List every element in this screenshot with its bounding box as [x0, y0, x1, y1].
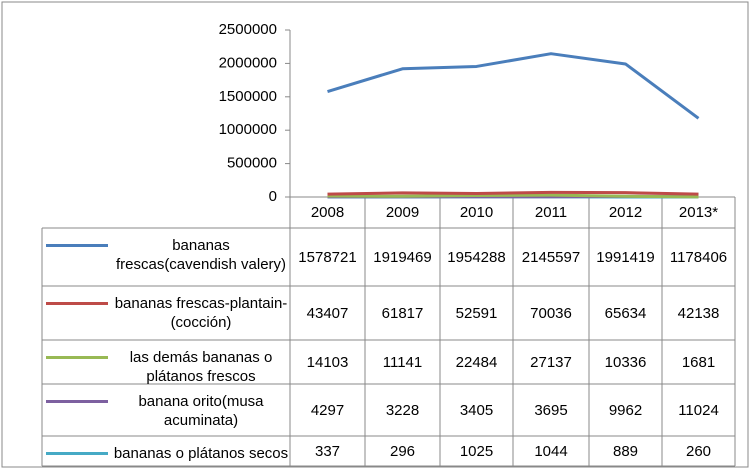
legend-swatch — [46, 302, 108, 305]
table-value: 1991419 — [596, 248, 655, 266]
table-value: 2145597 — [521, 248, 581, 266]
legend-label: bananas frescas(cavendish valery) — [115, 237, 287, 273]
table-value: 61817 — [381, 304, 424, 322]
table-value: 1681 — [681, 353, 716, 371]
legend-entry: bananas frescas(cavendish valery) — [42, 228, 290, 286]
legend-entry: las demás bananas o plátanos frescos — [42, 340, 290, 385]
legend-swatch — [46, 452, 108, 455]
table-value: 260 — [685, 442, 712, 460]
table-value: 70036 — [530, 304, 572, 322]
y-tick-label: 500000 — [227, 155, 277, 172]
legend-swatch — [46, 244, 108, 247]
legend-label: banana orito(musa acuminata) — [138, 393, 264, 429]
table-value: 14103 — [306, 353, 349, 371]
table-value: 52591 — [455, 304, 498, 322]
table-value: 296 — [389, 442, 416, 460]
x-tick-label: 2011 — [534, 204, 568, 221]
legend-label: las demás bananas o plátanos frescos — [129, 349, 273, 385]
table-value: 27137 — [530, 353, 572, 371]
series-line — [327, 190, 699, 196]
legend-entry: banana orito(musa acuminata) — [42, 384, 290, 436]
x-tick-label: 2009 — [385, 204, 420, 221]
table-value: 1578721 — [298, 248, 357, 266]
table-value: 42138 — [677, 304, 720, 322]
legend-swatch — [46, 356, 108, 359]
table-value: 3228 — [385, 401, 420, 419]
table-value: 1919469 — [373, 248, 432, 266]
y-tick-label: 2000000 — [219, 54, 277, 71]
table-value: 889 — [612, 442, 639, 460]
x-tick-label: 2008 — [310, 204, 345, 221]
table-value: 1178406 — [669, 248, 728, 266]
legend-label: bananas o plátanos secos — [113, 445, 289, 462]
table-value: 9962 — [608, 401, 643, 419]
table-value: 337 — [314, 442, 341, 460]
x-tick-label: 2010 — [459, 204, 494, 221]
table-value: 1954288 — [447, 248, 506, 266]
table-value: 10336 — [604, 353, 647, 371]
table-value: 1025 — [459, 442, 494, 460]
y-tick-label: 0 — [269, 188, 277, 205]
legend-entry: bananas frescas-plantain-(cocción) — [42, 286, 290, 340]
x-tick-label: 2013* — [678, 204, 719, 221]
y-tick-label: 2500000 — [219, 21, 277, 38]
legend-label: bananas frescas-plantain-(cocción) — [114, 295, 288, 331]
y-tick-label: 1000000 — [219, 121, 277, 138]
table-value: 4297 — [310, 401, 345, 419]
table-value: 3695 — [534, 401, 568, 419]
table-value: 43407 — [306, 304, 349, 322]
table-value: 65634 — [604, 304, 647, 322]
table-value: 11141 — [382, 353, 423, 371]
y-tick-label: 1500000 — [219, 88, 277, 105]
legend-entry: bananas o plátanos secos — [42, 436, 290, 466]
series-line — [327, 52, 700, 120]
table-value: 11024 — [678, 401, 719, 419]
legend-swatch — [46, 400, 108, 403]
x-tick-label: 2012 — [608, 204, 643, 221]
table-value: 3405 — [459, 401, 494, 419]
table-value: 1044 — [534, 442, 568, 460]
table-value: 22484 — [455, 353, 498, 371]
series-line — [327, 193, 699, 199]
